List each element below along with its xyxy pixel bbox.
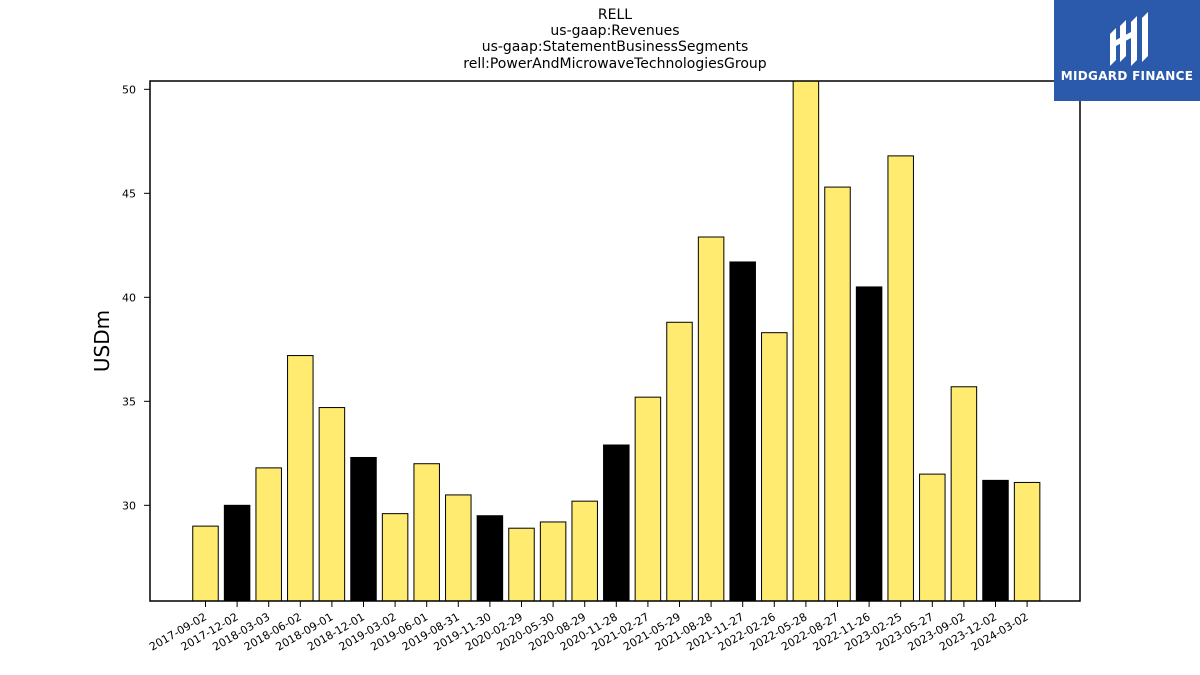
bar-2018-09-01 (318, 407, 346, 602)
bar-2021-02-27 (634, 396, 662, 602)
bar-2019-06-01 (413, 463, 440, 602)
bar-2020-11-28 (603, 444, 630, 602)
bar-2017-09-02 (192, 525, 219, 602)
bar-2018-12-01 (350, 456, 377, 602)
bar-2019-03-02 (381, 513, 409, 602)
bar-2023-05-27 (919, 473, 946, 602)
bar-2019-08-31 (445, 494, 472, 602)
chart-title-line-3: us-gaap:StatementBusinessSegments (481, 39, 749, 55)
chart-title-line-1: RELL (597, 7, 633, 23)
bar-2021-05-29 (666, 321, 693, 602)
bar-2022-11-26 (855, 286, 883, 602)
bar-2022-02-26 (761, 332, 788, 602)
bar-2022-05-28 (792, 80, 820, 602)
y-tick-label: 35 (122, 395, 136, 408)
y-axis-label: USDm (90, 310, 114, 372)
y-tick-label: 40 (122, 291, 136, 304)
bar-2024-03-02 (1013, 481, 1041, 602)
bar-2017-12-02 (223, 504, 251, 602)
bar-2019-11-30 (476, 515, 504, 602)
bar-2021-08-28 (697, 236, 725, 602)
y-tick-label: 50 (122, 83, 136, 96)
chart-title-line-4: rell:PowerAndMicrowaveTechnologiesGroup (463, 56, 767, 72)
midgard-finance-logo: MIDGARD FINANCE (1054, 0, 1200, 101)
y-tick-label: 30 (122, 499, 136, 512)
logo-text: MIDGARD FINANCE (1060, 69, 1194, 83)
bar-2023-12-02 (982, 479, 1009, 602)
bar-2018-03-03 (255, 467, 282, 602)
bar-2021-11-27 (729, 261, 756, 602)
bar-2023-02-25 (887, 155, 914, 602)
plot-frame (149, 80, 1081, 602)
bar-2018-06-02 (287, 355, 314, 602)
bar-2020-08-29 (571, 500, 598, 602)
bar-2020-05-30 (539, 521, 567, 602)
chart-title-line-2: us-gaap:Revenues (550, 23, 680, 39)
bar-2020-02-29 (508, 527, 535, 602)
logo-mark-icon (1110, 12, 1148, 66)
y-tick-label: 45 (122, 187, 136, 200)
bar-2023-09-02 (950, 386, 978, 602)
bar-2022-08-27 (824, 186, 851, 602)
